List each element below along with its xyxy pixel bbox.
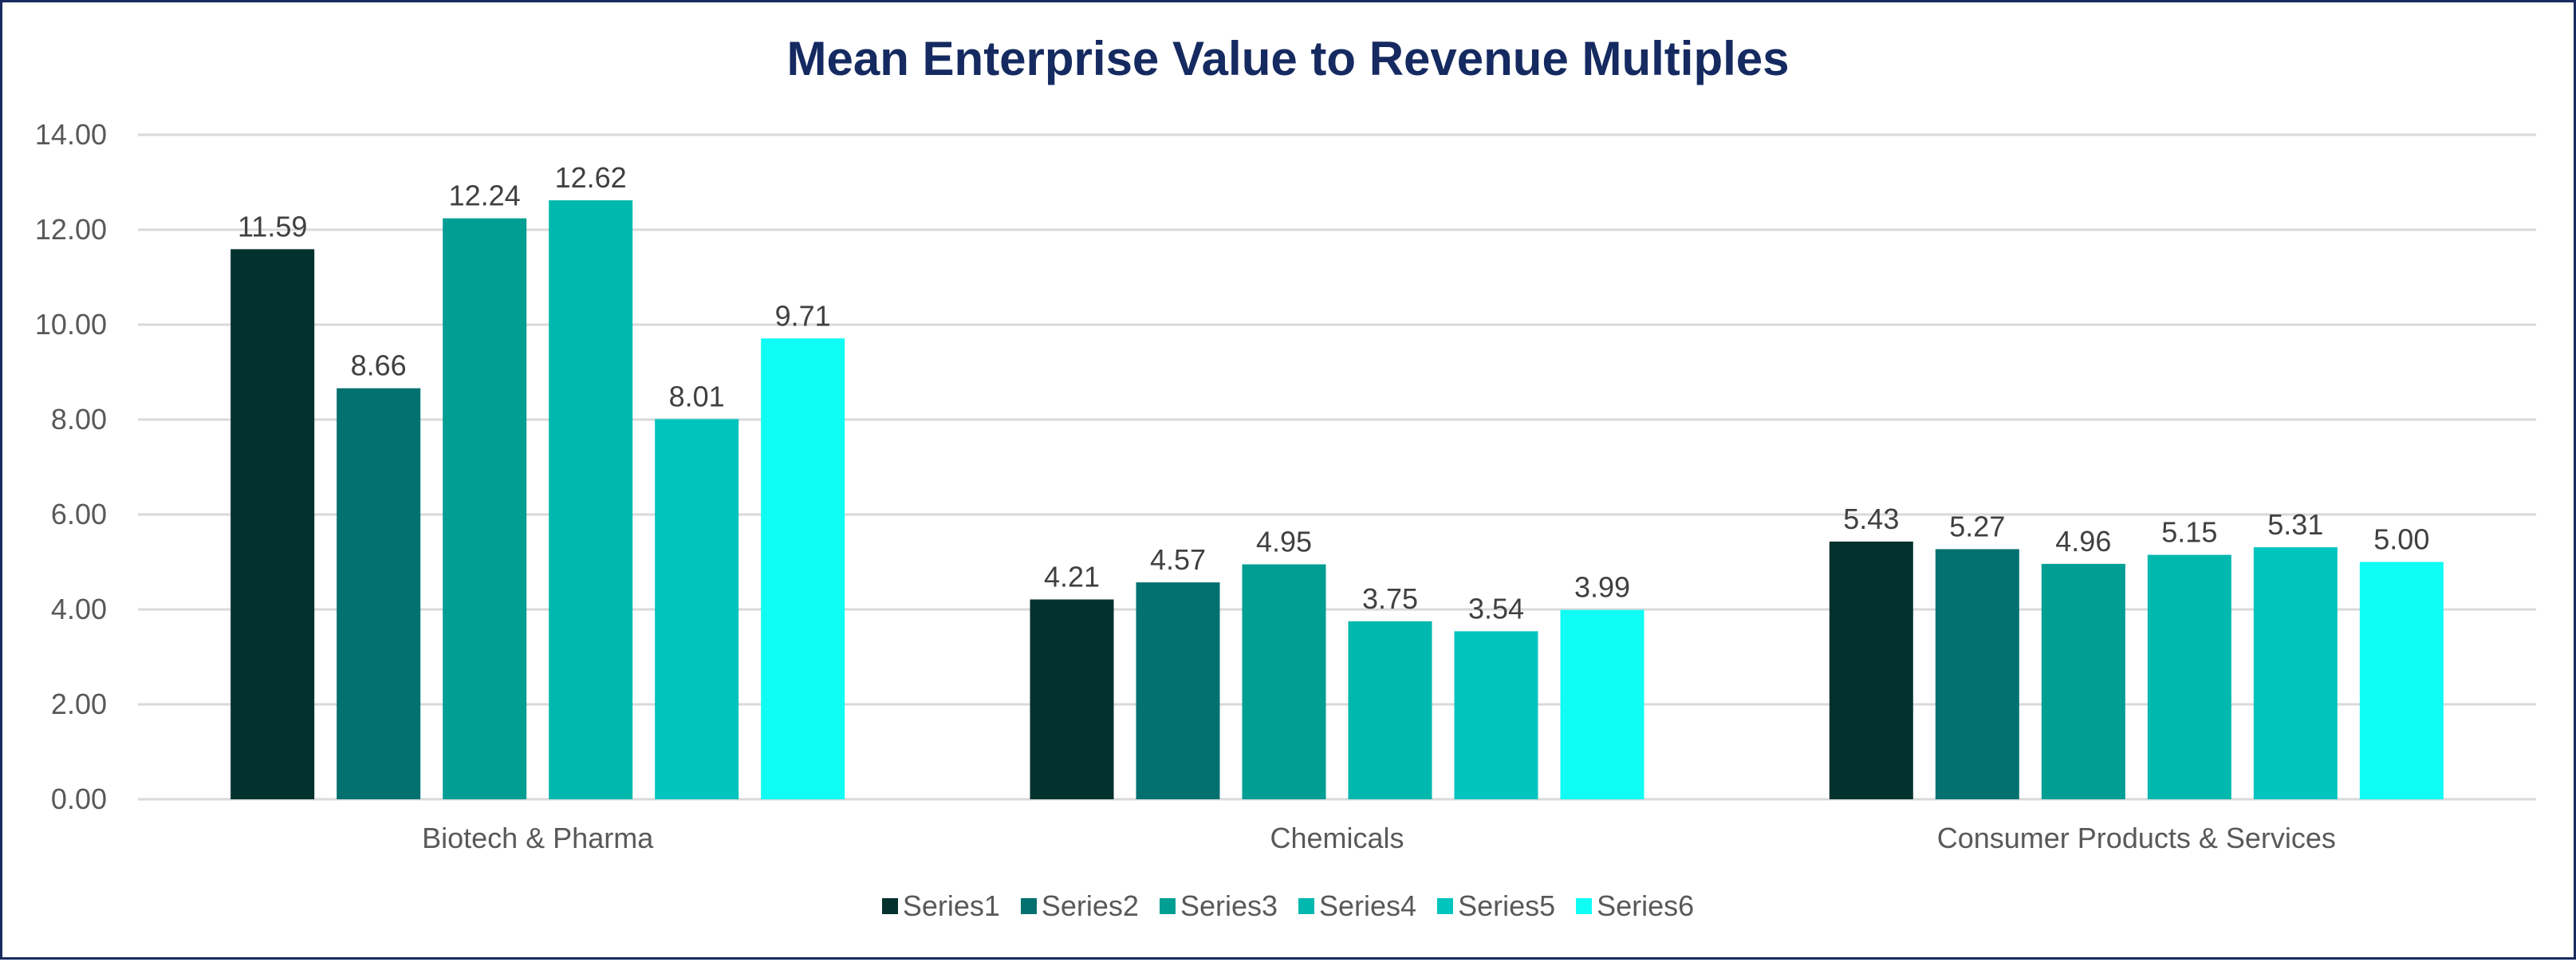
legend-label: Series4 <box>1319 889 1417 922</box>
data-label: 3.75 <box>1362 582 1418 615</box>
bar-series1-1 <box>1030 599 1114 799</box>
y-tick-label: 12.00 <box>35 213 107 246</box>
bar-series2-1 <box>1136 582 1220 799</box>
legend: Series1 Series2 Series3 Series4 Series5 Serie… <box>2 889 2574 923</box>
bar-series6-1 <box>1560 609 1644 799</box>
bar-series5-1 <box>1454 631 1538 799</box>
x-category-label: Biotech & Pharma <box>422 822 654 854</box>
legend-swatch <box>1576 898 1593 914</box>
legend-swatch <box>1020 898 1037 914</box>
data-label: 4.95 <box>1256 525 1312 558</box>
legend-item-series2: Series2 <box>1020 889 1139 923</box>
data-label: 5.43 <box>1843 503 1899 535</box>
legend-item-series6: Series6 <box>1576 889 1694 923</box>
legend-item-series4: Series4 <box>1298 889 1416 923</box>
data-label: 12.62 <box>555 161 627 194</box>
data-label: 9.71 <box>775 299 831 332</box>
y-tick-label: 0.00 <box>51 783 107 815</box>
bar-series3-2 <box>2041 563 2125 799</box>
y-tick-label: 4.00 <box>51 593 107 625</box>
bar-series4-2 <box>2147 554 2231 799</box>
bar-series2-0 <box>337 388 421 800</box>
bar-series4-1 <box>1348 621 1432 799</box>
legend-item-series5: Series5 <box>1437 889 1555 923</box>
bar-series3-0 <box>443 218 527 800</box>
chart-title: Mean Enterprise Value to Revenue Multipl… <box>786 32 1790 85</box>
gridlines <box>138 133 2536 801</box>
y-tick-label: 2.00 <box>51 688 107 720</box>
data-label: 12.24 <box>449 179 521 212</box>
bar-series5-2 <box>2253 547 2338 799</box>
data-label: 11.59 <box>238 210 307 242</box>
data-label: 5.27 <box>1949 510 2005 542</box>
bar-series1-0 <box>230 249 315 799</box>
bar-series1-2 <box>1829 541 1913 799</box>
data-label: 4.21 <box>1044 561 1100 593</box>
data-label: 5.15 <box>2161 516 2217 549</box>
bar-series5-0 <box>655 419 739 799</box>
legend-label: Series6 <box>1597 889 1695 922</box>
x-category-label: Chemicals <box>1270 822 1404 854</box>
data-labels: 11.59 8.66 12.24 12.62 8.01 9.71 4.21 4.57 4.95 3… <box>238 161 2429 625</box>
legend-swatch <box>1437 898 1454 914</box>
legend-swatch <box>1298 898 1314 914</box>
legend-label: Series1 <box>902 889 1000 922</box>
legend-label: Series2 <box>1041 889 1139 922</box>
legend-label: Series5 <box>1458 889 1556 922</box>
bar-series4-0 <box>549 200 633 800</box>
data-label: 3.99 <box>1574 571 1630 604</box>
data-label: 8.66 <box>351 349 407 382</box>
y-tick-label: 14.00 <box>35 118 107 151</box>
legend-swatch <box>1159 898 1176 914</box>
data-label: 5.31 <box>2267 508 2323 541</box>
bar-series3-1 <box>1242 564 1326 799</box>
y-tick-label: 8.00 <box>51 403 107 436</box>
legend-item-series3: Series3 <box>1159 889 1278 923</box>
y-tick-label: 6.00 <box>51 498 107 530</box>
x-category-label: Consumer Products & Services <box>1937 822 2336 854</box>
bar-series6-2 <box>2359 562 2444 799</box>
x-axis-categories: Biotech & Pharma Chemicals Consumer Produc… <box>422 822 2336 854</box>
bar-series2-2 <box>1935 549 2019 799</box>
y-axis-ticks: 0.00 2.00 4.00 6.00 8.00 10.00 12.00 14.00 <box>35 118 107 815</box>
legend-label: Series3 <box>1180 889 1278 922</box>
legend-swatch <box>881 898 898 914</box>
data-label: 4.57 <box>1150 543 1206 576</box>
data-label: 8.01 <box>669 380 725 412</box>
legend-item-series1: Series1 <box>881 889 1000 923</box>
data-label: 5.00 <box>2373 523 2429 556</box>
y-tick-label: 10.00 <box>35 308 107 341</box>
data-label: 3.54 <box>1468 592 1524 625</box>
data-label: 4.96 <box>2055 525 2111 558</box>
bar-series6-0 <box>761 338 845 799</box>
bars <box>230 200 2444 800</box>
